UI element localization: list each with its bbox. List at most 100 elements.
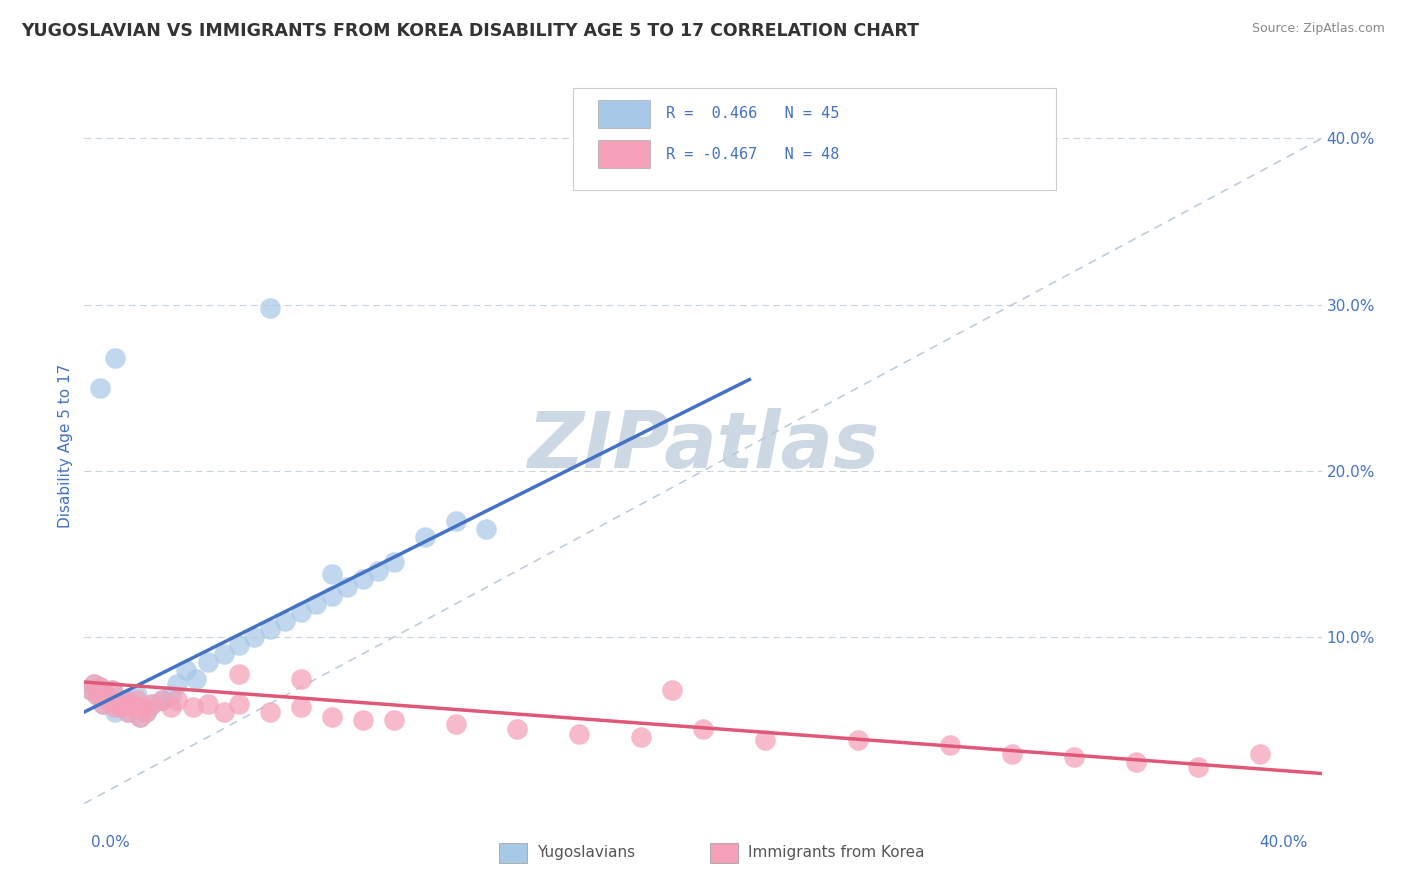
FancyBboxPatch shape	[574, 87, 1056, 190]
Point	[98, 693, 121, 707]
Point	[141, 697, 163, 711]
Point	[83, 676, 105, 690]
Text: Source: ZipAtlas.com: Source: ZipAtlas.com	[1251, 22, 1385, 36]
Point	[228, 639, 250, 653]
Point	[104, 705, 127, 719]
Point	[1249, 747, 1271, 761]
Point	[166, 676, 188, 690]
Point	[94, 689, 117, 703]
Point	[754, 733, 776, 747]
Point	[114, 693, 136, 707]
Text: R = -0.467   N = 48: R = -0.467 N = 48	[666, 146, 839, 161]
Point	[939, 738, 962, 752]
Point	[176, 664, 198, 678]
Bar	[710, 843, 738, 863]
Point	[184, 672, 207, 686]
Point	[89, 680, 111, 694]
Point	[259, 622, 281, 636]
Point	[352, 572, 374, 586]
Point	[352, 714, 374, 728]
Bar	[598, 100, 650, 128]
Y-axis label: Disability Age 5 to 17: Disability Age 5 to 17	[58, 364, 73, 528]
Point	[107, 697, 129, 711]
Point	[413, 530, 436, 544]
Point	[692, 722, 714, 736]
Point	[444, 716, 467, 731]
Point	[661, 683, 683, 698]
Point	[135, 705, 157, 719]
Point	[132, 700, 155, 714]
Point	[382, 555, 405, 569]
Point	[160, 689, 183, 703]
Point	[101, 683, 124, 698]
Point	[129, 710, 152, 724]
Point	[475, 522, 498, 536]
Point	[120, 697, 142, 711]
Text: R =  0.466   N = 45: R = 0.466 N = 45	[666, 106, 839, 121]
Point	[117, 705, 139, 719]
Point	[122, 700, 145, 714]
Text: ZIPatlas: ZIPatlas	[527, 408, 879, 484]
Point	[382, 714, 405, 728]
Point	[89, 381, 111, 395]
Point	[101, 683, 124, 698]
Point	[1063, 749, 1085, 764]
Text: 40.0%: 40.0%	[1260, 836, 1308, 850]
Point	[367, 564, 389, 578]
Point	[1001, 747, 1024, 761]
Point	[228, 697, 250, 711]
Point	[228, 666, 250, 681]
Text: YUGOSLAVIAN VS IMMIGRANTS FROM KOREA DISABILITY AGE 5 TO 17 CORRELATION CHART: YUGOSLAVIAN VS IMMIGRANTS FROM KOREA DIS…	[21, 22, 920, 40]
Point	[290, 672, 312, 686]
Point	[444, 514, 467, 528]
Point	[630, 730, 652, 744]
Point	[321, 710, 343, 724]
Point	[150, 693, 173, 707]
Point	[91, 697, 114, 711]
Point	[114, 693, 136, 707]
Point	[506, 722, 529, 736]
Point	[91, 697, 114, 711]
Point	[98, 693, 121, 707]
Point	[197, 655, 219, 669]
Point	[120, 697, 142, 711]
Point	[83, 676, 105, 690]
Point	[160, 700, 183, 714]
Point	[104, 700, 127, 714]
Point	[107, 697, 129, 711]
Point	[1125, 755, 1147, 769]
Bar	[499, 843, 527, 863]
Bar	[598, 140, 650, 168]
Point	[259, 705, 281, 719]
Point	[79, 683, 101, 698]
Point	[117, 705, 139, 719]
Point	[94, 689, 117, 703]
Point	[110, 700, 132, 714]
Point	[305, 597, 328, 611]
Point	[89, 680, 111, 694]
Point	[274, 614, 297, 628]
Point	[336, 580, 359, 594]
Point	[259, 301, 281, 315]
Point	[290, 700, 312, 714]
Text: Yugoslavians: Yugoslavians	[537, 846, 636, 860]
Point	[290, 605, 312, 619]
Point	[110, 700, 132, 714]
Point	[135, 705, 157, 719]
Point	[166, 693, 188, 707]
Point	[132, 700, 155, 714]
Point	[197, 697, 219, 711]
Point	[79, 683, 101, 698]
Point	[181, 700, 204, 714]
Point	[86, 689, 108, 703]
Point	[141, 697, 163, 711]
Point	[321, 589, 343, 603]
Point	[86, 689, 108, 703]
Point	[568, 726, 591, 740]
Point	[243, 630, 266, 644]
Point	[122, 700, 145, 714]
Text: 0.0%: 0.0%	[91, 836, 131, 850]
Point	[321, 567, 343, 582]
Point	[846, 733, 869, 747]
Point	[212, 705, 235, 719]
